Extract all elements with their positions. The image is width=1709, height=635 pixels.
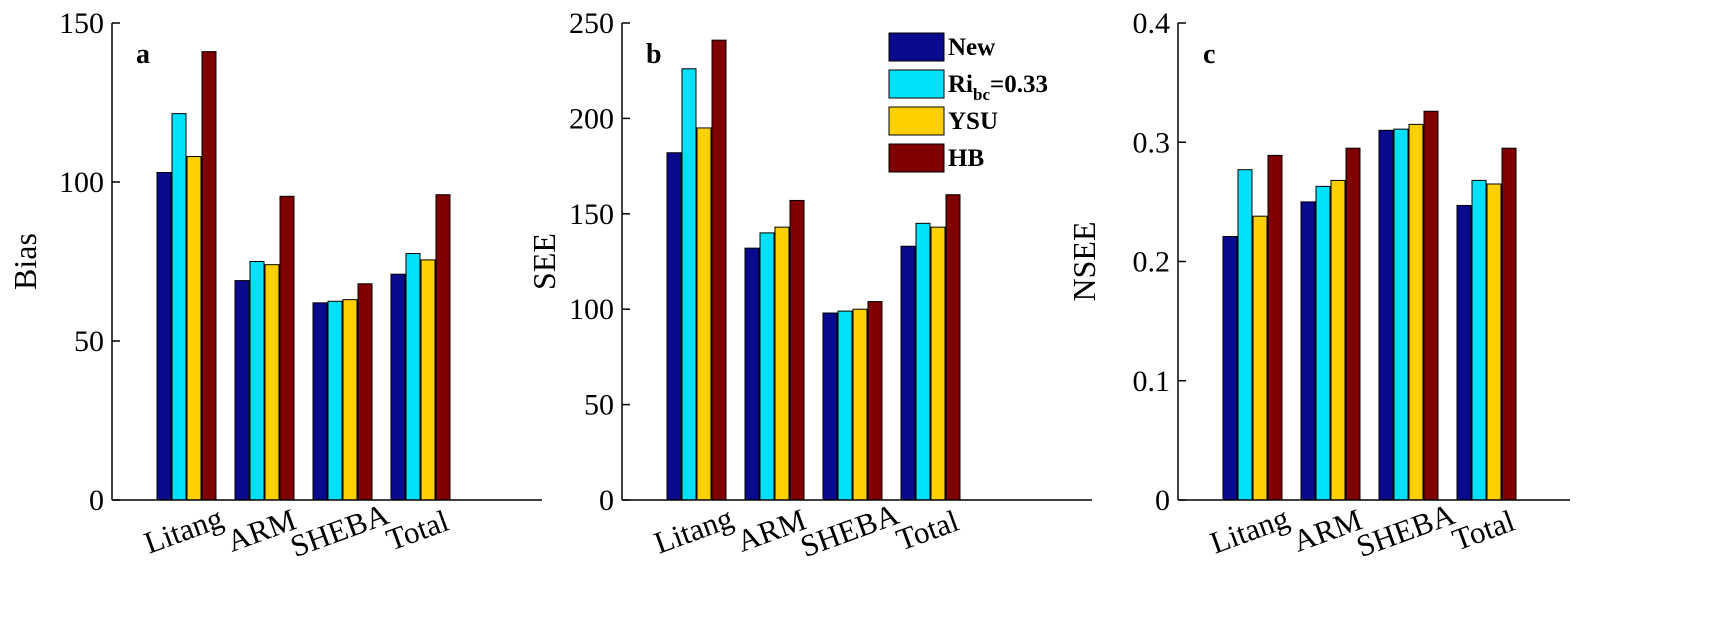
bar-arm-hb	[789, 199, 805, 501]
bar-litang-ri	[681, 68, 697, 501]
bar-arm-hb	[1345, 147, 1361, 501]
bar-litang-hb	[1267, 154, 1283, 501]
y-tick-label: 200	[569, 102, 614, 135]
bar-arm-ri	[759, 232, 775, 501]
bar-total-ysu	[420, 259, 436, 501]
y-axis-label: SEE	[526, 233, 562, 290]
category-label-sheba: SHEBA	[1352, 496, 1460, 564]
bar-litang-hb	[711, 39, 727, 501]
bar-sheba-hb	[867, 301, 883, 501]
bar-total-new	[1456, 204, 1472, 501]
panel-label: b	[646, 39, 662, 70]
legend-swatch-hb	[888, 143, 945, 173]
category-label-total: Total	[892, 503, 963, 558]
bar-sheba-ri	[1393, 128, 1409, 501]
bar-sheba-ysu	[1408, 123, 1424, 501]
y-tick-label: 0	[89, 484, 104, 517]
bar-arm-new	[234, 280, 250, 501]
bar-sheba-new	[822, 312, 838, 501]
bar-total-ri	[915, 222, 931, 501]
category-label-total: Total	[1448, 503, 1519, 558]
legend-swatch-ysu	[888, 106, 945, 136]
bar-total-ri	[1471, 179, 1487, 501]
bar-litang-new	[156, 171, 172, 501]
bar-litang-new	[666, 152, 682, 501]
y-axis-label: NSEE	[1066, 222, 1102, 302]
bar-arm-ysu	[774, 226, 790, 501]
legend: New Ribc=0.33 YSU HB	[888, 32, 1048, 173]
bar-sheba-ysu	[852, 308, 868, 501]
y-tick-label: 100	[569, 293, 614, 326]
y-tick-label: 150	[569, 198, 614, 231]
bar-total-new	[390, 273, 406, 501]
bar-total-hb	[1501, 147, 1517, 501]
bar-litang-ysu	[1252, 215, 1268, 501]
bar-litang-ysu	[186, 156, 202, 501]
legend-label-ri: Ribc=0.33	[948, 71, 1048, 104]
y-tick-label: 50	[74, 325, 104, 358]
bar-litang-new	[1222, 235, 1238, 501]
category-label-litang: Litang	[1205, 500, 1293, 561]
y-tick-label: 0.3	[1133, 126, 1171, 159]
bar-sheba-hb	[357, 283, 373, 501]
legend-swatch-new	[888, 32, 945, 62]
y-tick-label: 0.1	[1133, 365, 1171, 398]
category-label-sheba: SHEBA	[796, 496, 904, 564]
bar-arm-ri	[249, 261, 265, 501]
bar-total-new	[900, 245, 916, 501]
category-label-sheba: SHEBA	[286, 496, 394, 564]
bar-arm-new	[744, 247, 760, 501]
bar-sheba-ysu	[342, 299, 358, 501]
bar-total-ri	[405, 253, 421, 501]
legend-label-new: New	[948, 34, 995, 61]
bar-sheba-hb	[1423, 110, 1439, 501]
bar-sheba-ri	[327, 300, 343, 501]
category-label-total: Total	[382, 503, 453, 558]
legend-label-hb: HB	[948, 145, 984, 172]
y-tick-label: 50	[584, 389, 614, 422]
y-tick-label: 0	[599, 484, 614, 517]
y-tick-label: 0.4	[1133, 7, 1171, 40]
bar-litang-ri	[171, 113, 187, 501]
panel-label: a	[136, 39, 150, 70]
bar-total-ysu	[1486, 183, 1502, 501]
bar-litang-ysu	[696, 127, 712, 501]
bar-arm-new	[1300, 201, 1316, 501]
bar-litang-ri	[1237, 169, 1253, 501]
panel-label: c	[1203, 39, 1215, 70]
y-tick-label: 0	[1155, 484, 1170, 517]
y-tick-label: 0.2	[1133, 246, 1171, 279]
bar-total-hb	[435, 194, 451, 501]
legend-label-ysu: YSU	[948, 108, 998, 135]
legend-swatch-ri	[888, 69, 945, 99]
category-label-litang: Litang	[139, 500, 227, 561]
bar-total-hb	[945, 194, 961, 501]
bar-arm-ysu	[1330, 179, 1346, 501]
category-label-litang: Litang	[649, 500, 737, 561]
y-axis-label: Bias	[7, 233, 43, 290]
bar-sheba-new	[1378, 129, 1394, 501]
bar-total-ysu	[930, 226, 946, 501]
y-tick-label: 150	[59, 7, 104, 40]
y-tick-label: 250	[569, 7, 614, 40]
bar-sheba-ri	[837, 310, 853, 501]
bar-arm-ri	[1315, 185, 1331, 501]
bar-sheba-new	[312, 302, 328, 501]
y-tick-label: 100	[59, 166, 104, 199]
bar-arm-ysu	[264, 264, 280, 501]
bar-litang-hb	[201, 51, 217, 501]
bar-arm-hb	[279, 195, 295, 501]
